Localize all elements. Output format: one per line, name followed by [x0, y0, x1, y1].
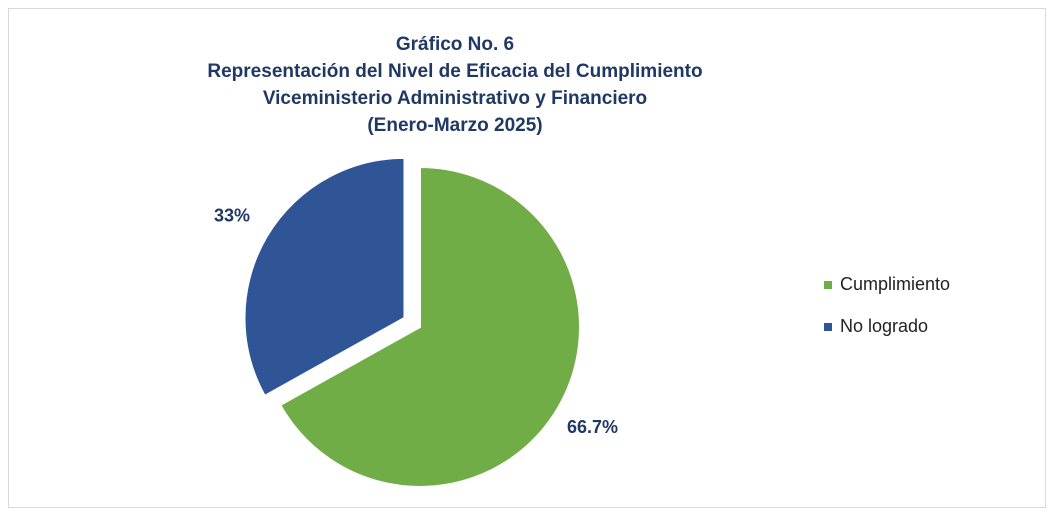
data-label: 66.7%	[567, 417, 618, 437]
chart-title: Gráfico No. 6	[396, 34, 514, 55]
chart-title: Viceministerio Administrativo y Financie…	[263, 88, 647, 109]
data-label: 33%	[214, 205, 250, 225]
legend-label: No logrado	[840, 316, 928, 336]
legend-swatch	[824, 323, 832, 331]
pie-slice	[278, 165, 581, 488]
legend-swatch	[824, 281, 832, 289]
chart-title: (Enero-Marzo 2025)	[367, 115, 542, 136]
pie-slice	[243, 156, 406, 398]
legend-label: Cumplimiento	[840, 274, 950, 294]
chart-title: Representación del Nivel de Eficacia del…	[207, 61, 702, 82]
